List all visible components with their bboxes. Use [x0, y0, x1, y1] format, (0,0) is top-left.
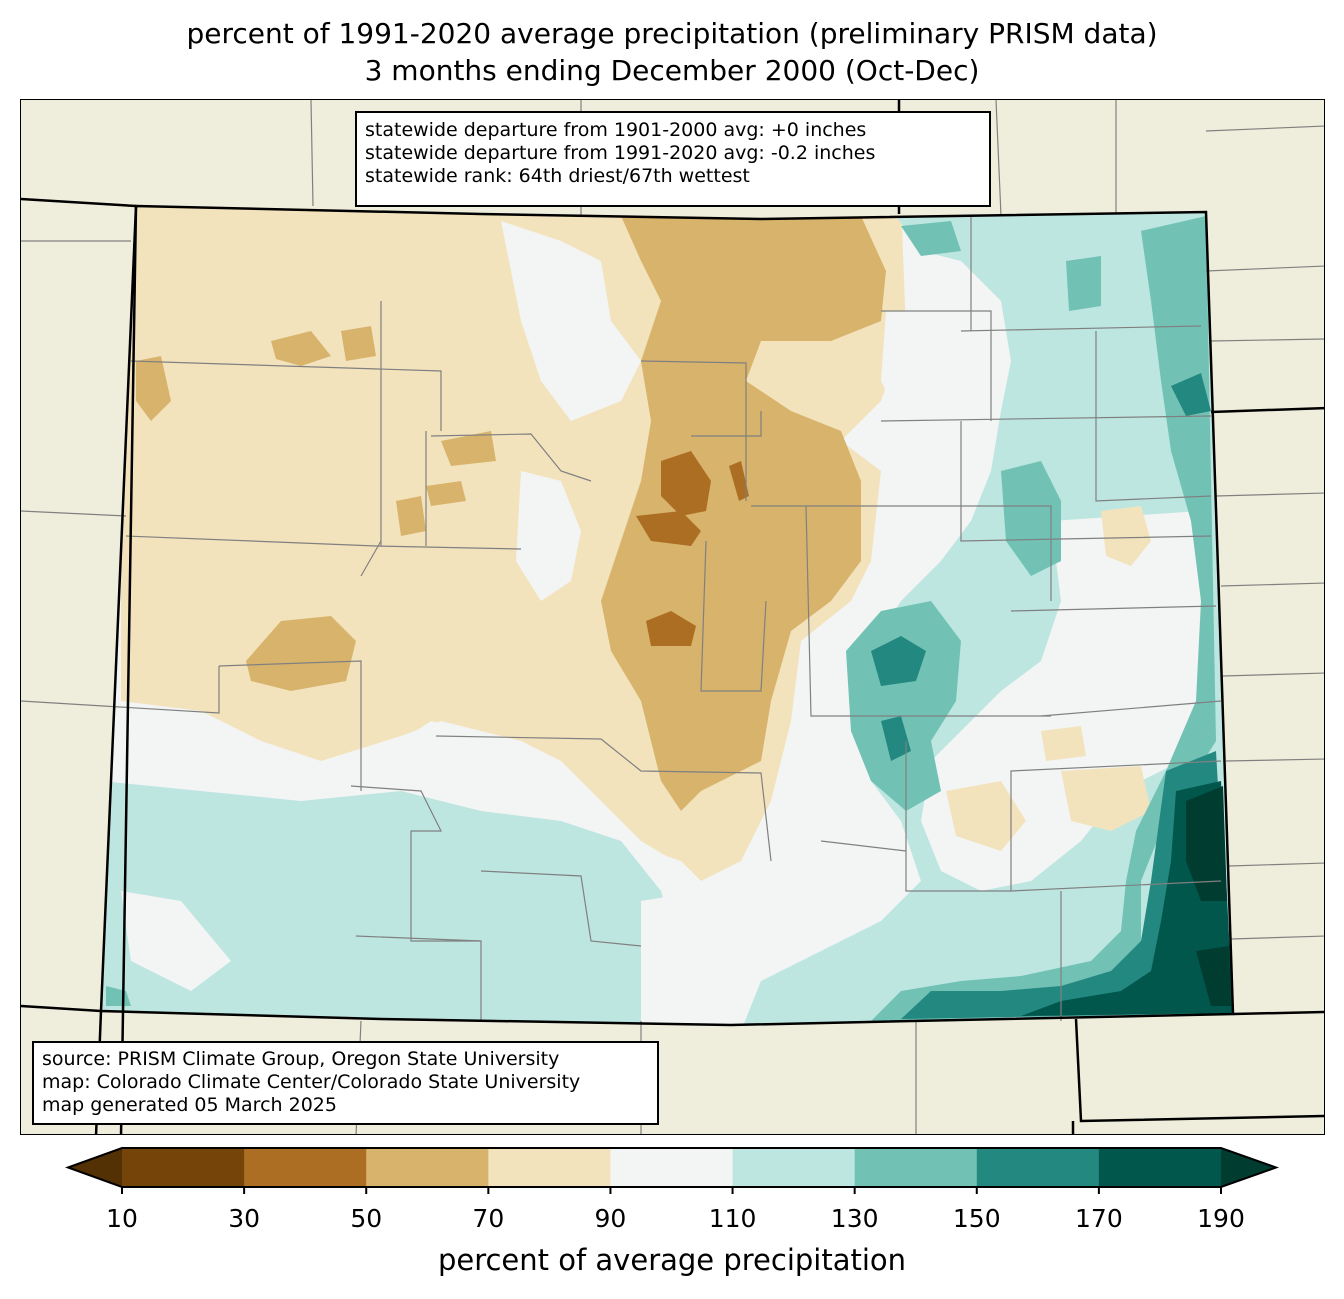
- colorbar-tick-label: 90: [594, 1204, 627, 1233]
- generated-date-line: map generated 05 March 2025: [42, 1094, 337, 1116]
- stats-departure-1901-2000: statewide departure from 1901-2000 avg: …: [365, 119, 867, 141]
- colorbar: [65, 1147, 1279, 1194]
- source-line: source: PRISM Climate Group, Oregon Stat…: [42, 1048, 560, 1070]
- region-130-150: [1001, 461, 1061, 576]
- precipitation-field: [101, 206, 1233, 1025]
- region-30-50: [661, 451, 711, 516]
- precipitation-map: [20, 99, 1325, 1135]
- colorbar-bin-30-50: [244, 1148, 367, 1187]
- colorbar-tick-label: 130: [830, 1204, 879, 1233]
- county-borders: [21, 100, 1324, 1134]
- region-110-130: [101, 781, 701, 1025]
- region-50-70: [426, 481, 466, 506]
- colorbar-bin-70-90: [488, 1148, 611, 1187]
- state-borders: [21, 100, 1324, 1134]
- region-50-70: [341, 326, 376, 361]
- colorbar-over-extension: [1221, 1148, 1276, 1187]
- stats-rank: statewide rank: 64th driest/67th wettest: [365, 165, 750, 187]
- colorbar-under-extension: [68, 1148, 122, 1187]
- region-over-190: [1196, 946, 1231, 1006]
- region-over-190: [1186, 786, 1227, 901]
- region-50-70: [136, 356, 171, 421]
- colorbar-bin-150-170: [976, 1148, 1100, 1187]
- region-90-110: [501, 221, 641, 421]
- region-170-190: [1021, 781, 1233, 1016]
- colorbar-label: percent of average precipitation: [437, 1243, 907, 1277]
- region-150-170: [881, 716, 911, 761]
- region-130-150: [871, 216, 1231, 1021]
- region-30-50: [636, 511, 701, 546]
- colorbar-bin-110-130: [732, 1148, 856, 1187]
- region-130-150: [106, 986, 131, 1006]
- region-90-110: [121, 891, 231, 991]
- region-150-170: [1171, 373, 1211, 416]
- region-30-50: [646, 611, 696, 646]
- colorbar-bin-90-110: [610, 1148, 734, 1187]
- region-50-70: [601, 216, 886, 811]
- region-90-110: [641, 891, 761, 1025]
- region-50-70: [441, 431, 496, 466]
- region-90-110: [516, 471, 581, 601]
- region-70-90: [1041, 726, 1086, 761]
- map-canvas: [21, 100, 1324, 1134]
- region-90-110: [881, 311, 996, 431]
- source-credit-box: source: PRISM Climate Group, Oregon Stat…: [32, 1041, 659, 1125]
- region-30-50: [729, 461, 749, 501]
- stats-departure-1991-2020: statewide departure from 1991-2020 avg: …: [365, 142, 876, 164]
- colorbar-tick-label: 70: [472, 1204, 505, 1233]
- map-title-line-1: percent of 1991-2020 average precipitati…: [186, 17, 1158, 50]
- map-title-line-2: 3 months ending December 2000 (Oct-Dec): [364, 54, 980, 87]
- region-150-170: [901, 751, 1231, 1019]
- colorbar-tick-label: 50: [350, 1204, 383, 1233]
- colorbar-bin-130-150: [854, 1148, 978, 1187]
- region-70-90: [1061, 766, 1151, 831]
- colorbar-tick-label: 190: [1197, 1204, 1245, 1233]
- region-130-150: [1066, 256, 1101, 311]
- colorbar-tick-label: 10: [106, 1204, 138, 1233]
- region-150-170: [871, 636, 926, 686]
- colorbar-bin-170-190: [1098, 1148, 1222, 1187]
- region-70-90: [946, 781, 1026, 851]
- region-70-90: [1101, 506, 1151, 566]
- colorbar-tick-label: 150: [952, 1204, 1001, 1233]
- region-50-70: [246, 616, 356, 691]
- colorbar-tick-label: 170: [1075, 1204, 1123, 1233]
- colorbar-tick-label: 110: [708, 1204, 757, 1233]
- region-130-150: [901, 221, 961, 256]
- colorbar-bin-10-30: [122, 1148, 245, 1187]
- colorbar-tick-label: 30: [228, 1204, 261, 1233]
- colorbar-bin-50-70: [366, 1148, 489, 1187]
- region-50-70: [396, 496, 426, 536]
- statewide-stats-box: statewide departure from 1901-2000 avg: …: [355, 111, 991, 207]
- region-50-70: [271, 331, 331, 366]
- map-credit-line: map: Colorado Climate Center/Colorado St…: [42, 1071, 581, 1093]
